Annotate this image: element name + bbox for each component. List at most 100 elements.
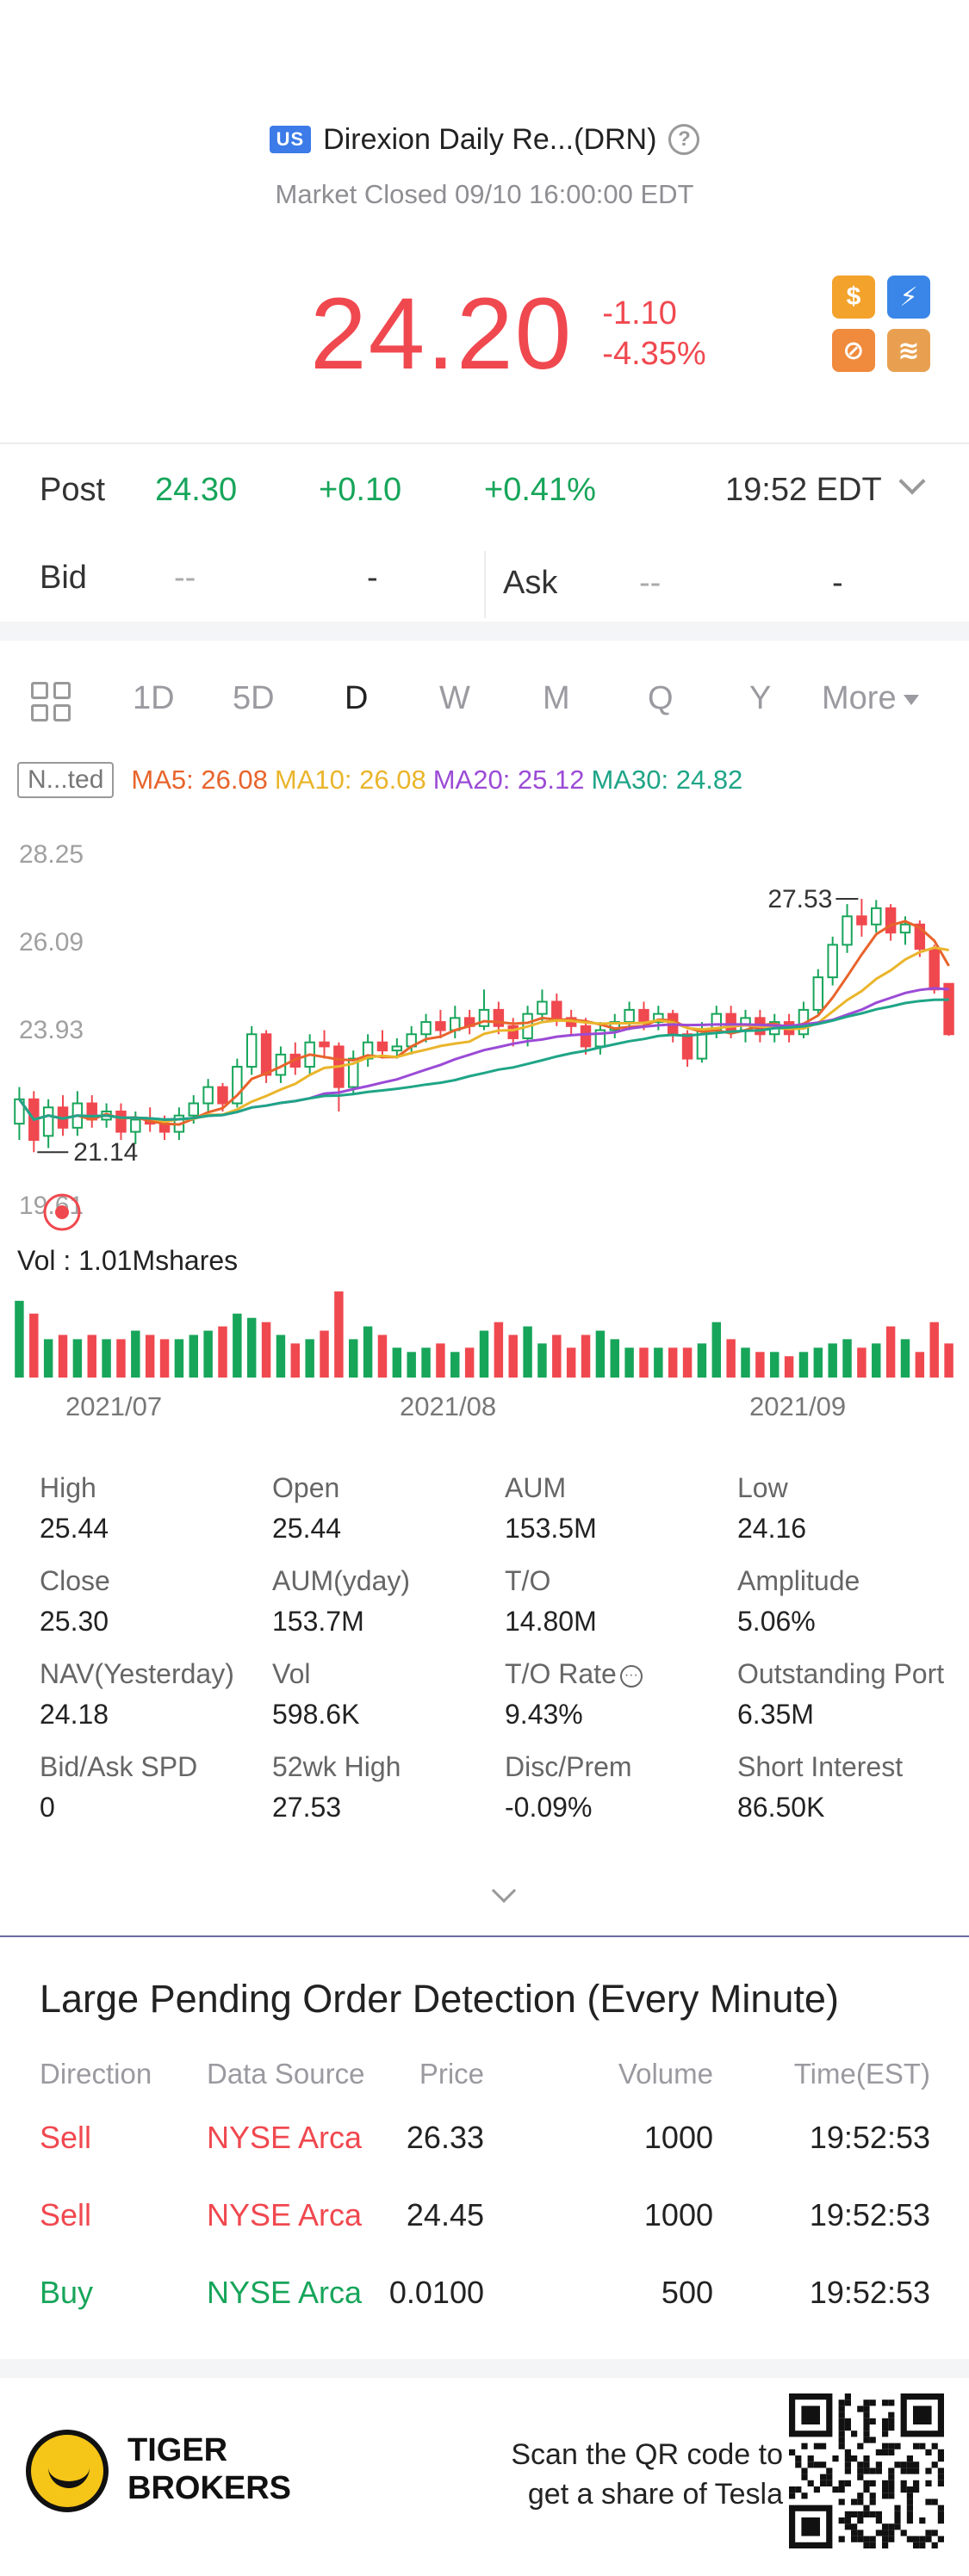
- stat-value: 24.16: [737, 1513, 807, 1544]
- volume-bar: [349, 1339, 358, 1378]
- volume-bar: [233, 1313, 242, 1378]
- stat-label: Vol: [272, 1658, 311, 1689]
- stat-label: 52wk High: [272, 1751, 401, 1782]
- qr-code-icon[interactable]: [789, 2393, 944, 2548]
- adjust-tag[interactable]: N...ted: [17, 762, 115, 798]
- stat-label: Short Interest: [737, 1751, 904, 1782]
- brand-line2: BROKERS: [127, 2470, 292, 2506]
- volume-bar: [436, 1343, 445, 1378]
- candle-body: [42, 1106, 54, 1137]
- volume-chart[interactable]: [0, 1283, 969, 1379]
- layout-grid-icon[interactable]: [31, 682, 71, 721]
- table-row: Sell NYSE Arca 24.45 1000 19:52:53: [40, 2187, 930, 2264]
- post-market-row[interactable]: Post 24.30 +0.10 +0.41% 19:52 EDT: [0, 465, 969, 515]
- volume-bar: [726, 1339, 736, 1378]
- stat-label: Amplitude: [737, 1565, 860, 1596]
- help-icon[interactable]: ?: [668, 124, 700, 155]
- tab-q[interactable]: Q: [648, 680, 674, 716]
- volume-bar: [885, 1326, 896, 1378]
- candle-body: [435, 1021, 446, 1031]
- expand-chevron-icon[interactable]: [491, 1878, 517, 1904]
- x-axis-labels: 2021/07 2021/08 2021/09: [0, 1391, 969, 1426]
- volume-bar: [261, 1322, 271, 1378]
- stat-value: 6.35M: [737, 1699, 814, 1730]
- tab-y[interactable]: Y: [749, 680, 772, 716]
- volume-label: Vol : 1.01Mshares: [17, 1245, 239, 1276]
- y-tick-label: 26.09: [19, 928, 84, 957]
- stat-value: 27.53: [272, 1792, 342, 1823]
- stat-value: 153.7M: [272, 1606, 364, 1637]
- volume-bar: [566, 1347, 576, 1378]
- candle-body: [580, 1025, 592, 1048]
- stat-value: 9.43%: [505, 1699, 583, 1730]
- no-shorting-icon[interactable]: ⊘: [832, 329, 875, 372]
- row-time: 19:52:53: [809, 2120, 930, 2155]
- flash-icon[interactable]: ⚡: [887, 276, 930, 319]
- section-gap: [0, 2359, 969, 2378]
- volume-bar: [203, 1330, 213, 1378]
- stat-value: 153.5M: [505, 1513, 597, 1544]
- stat-label: Bid/Ask SPD: [40, 1751, 198, 1782]
- candle-body: [348, 1057, 359, 1088]
- volume-bar: [290, 1343, 301, 1378]
- stat-value: 5.06%: [737, 1606, 816, 1637]
- candle-body: [188, 1102, 199, 1117]
- volume-bar: [842, 1339, 852, 1378]
- volume-bar: [334, 1291, 344, 1378]
- tab-m[interactable]: M: [543, 680, 570, 716]
- stat-label: Open: [272, 1472, 340, 1503]
- dollar-icon[interactable]: $: [832, 276, 875, 319]
- ma20-value: MA20: 25.12: [432, 765, 585, 795]
- ma10-value: MA10: 26.08: [274, 765, 426, 795]
- row-price: 24.45: [406, 2197, 484, 2232]
- volume-bar: [668, 1347, 678, 1378]
- ma30-value: MA30: 24.82: [591, 765, 743, 795]
- candle-body: [551, 1000, 562, 1019]
- tab-d[interactable]: D: [345, 680, 369, 716]
- price-change-pct: -4.35%: [602, 336, 706, 372]
- ma10-line: [18, 946, 949, 1124]
- chevron-down-icon[interactable]: [898, 468, 926, 495]
- candle-body: [537, 1000, 548, 1015]
- scan-line2: get a share of Tesla: [527, 2478, 783, 2511]
- layers-icon[interactable]: ≋: [887, 329, 930, 372]
- price-change: -1.10: [602, 295, 677, 331]
- candle-body: [319, 1041, 330, 1048]
- stat-value: 25.44: [40, 1513, 109, 1544]
- volume-bar: [755, 1352, 765, 1378]
- tab-more[interactable]: More: [822, 680, 919, 717]
- quote-header: US Direxion Daily Re...(DRN) ? Market Cl…: [0, 112, 969, 210]
- volume-bar: [464, 1347, 475, 1378]
- more-info-icon[interactable]: ···: [619, 1664, 643, 1687]
- tab-1d[interactable]: 1D: [133, 680, 175, 716]
- stat-value: 0: [40, 1792, 55, 1823]
- volume-bar: [798, 1352, 809, 1378]
- volume-bar: [377, 1334, 388, 1378]
- stat-spread: Bid/Ask SPD 0: [40, 1751, 272, 1824]
- stat-value: -0.09%: [505, 1792, 593, 1823]
- stat-52wk-high: 52wk High 27.53: [272, 1751, 505, 1824]
- volume-bar: [189, 1334, 198, 1378]
- tab-w[interactable]: W: [439, 680, 470, 716]
- volume-bar: [770, 1352, 780, 1378]
- event-marker-dot: [55, 1205, 69, 1219]
- volume-bar: [116, 1339, 126, 1378]
- row-time: 19:52:53: [809, 2275, 930, 2310]
- stock-name[interactable]: Direxion Daily Re...(DRN): [323, 122, 657, 156]
- candle-body: [885, 907, 897, 934]
- candlestick-chart[interactable]: 28.25 26.09 23.93 19.61 27.53 21.14: [0, 835, 969, 1240]
- candle-body: [217, 1086, 228, 1105]
- candle-body: [493, 1008, 505, 1027]
- volume-bar: [552, 1334, 562, 1378]
- tab-5d[interactable]: 5D: [233, 680, 275, 716]
- header-time: Time(EST): [793, 2058, 930, 2090]
- brand-line1: TIGER: [127, 2432, 228, 2468]
- volume-bar: [43, 1339, 53, 1378]
- stat-close: Close 25.30: [40, 1565, 272, 1638]
- candle-body: [624, 1008, 635, 1024]
- change-col: -1.10 -4.35%: [602, 295, 705, 373]
- candle-body: [376, 1041, 388, 1052]
- volume-bar: [276, 1334, 286, 1378]
- volume-bar: [72, 1339, 83, 1378]
- ma30-line: [18, 998, 949, 1122]
